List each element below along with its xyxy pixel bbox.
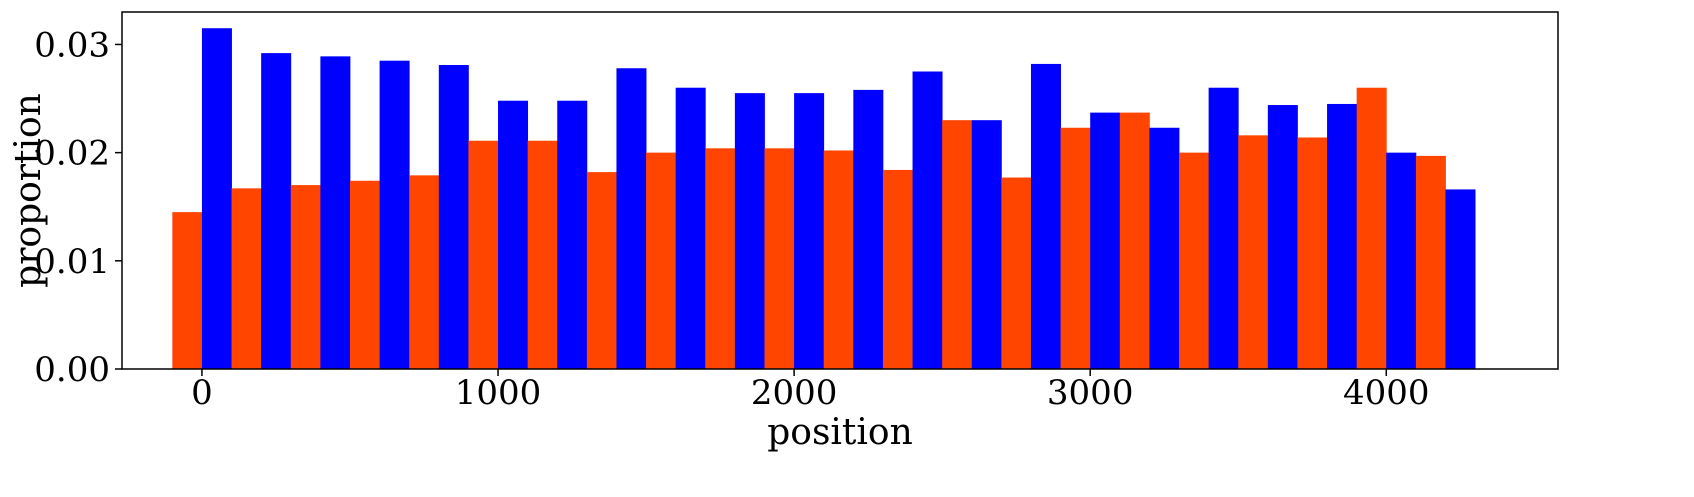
bar-series2-bin15 <box>1030 63 1061 369</box>
bar-series1-bin15 <box>1001 177 1032 369</box>
y-tick-label: 0.00 <box>34 350 110 390</box>
bar-series2-bin21 <box>1386 152 1417 369</box>
bar-series1-bin3 <box>290 185 321 369</box>
x-tick-label: 3000 <box>1047 373 1134 413</box>
y-tick-label: 0.01 <box>34 242 110 282</box>
plot-frame <box>121 11 1559 370</box>
x-axis-ticks: 0 1000 2000 3000 4000 <box>191 369 1430 413</box>
bar-series1-bin2 <box>231 188 262 369</box>
bar-series2-bin9 <box>675 87 706 370</box>
bar-series2-bin12 <box>853 89 884 370</box>
bar-series2-bin16 <box>1090 112 1121 369</box>
x-tick-label: 0 <box>191 373 213 413</box>
bar-series1-bin20 <box>1297 137 1328 369</box>
bar-series1-bin1 <box>172 212 203 369</box>
y-axis-label: proportion <box>8 93 49 288</box>
bar-series1-bin17 <box>1119 112 1150 369</box>
y-tick-label: 0.02 <box>34 134 110 174</box>
bar-series1-bin13 <box>882 169 913 369</box>
bar-series2-bin7 <box>557 100 588 369</box>
bar-series2-bin6 <box>498 100 529 369</box>
bar-series1-bin5 <box>409 175 440 369</box>
x-tick-label: 1000 <box>455 373 542 413</box>
x-axis-label: position <box>767 412 913 453</box>
bar-series2-bin10 <box>734 93 765 370</box>
bar-series2-bin2 <box>261 53 292 369</box>
bar-series1-bin21 <box>1356 87 1387 370</box>
bar-series2-bin19 <box>1267 105 1298 369</box>
bar-series2-bin20 <box>1327 103 1358 370</box>
bar-series1-bin7 <box>527 140 558 369</box>
bar-series2-bin3 <box>320 56 351 369</box>
y-tick-label: 0.03 <box>34 25 110 65</box>
bar-series2-bin5 <box>438 65 469 369</box>
bar-series2-bin18 <box>1208 87 1239 370</box>
x-tick-label: 4000 <box>1343 373 1430 413</box>
bar-series1-bin10 <box>705 148 736 369</box>
bars-layer <box>172 28 1476 370</box>
bar-series1-bin19 <box>1238 135 1269 369</box>
bar-series2-bin13 <box>912 71 943 369</box>
bar-series1-bin12 <box>823 150 854 369</box>
bar-series1-bin18 <box>1179 152 1210 369</box>
bar-series1-bin14 <box>942 120 973 369</box>
bar-series2-bin11 <box>794 93 825 370</box>
bar-series2-bin17 <box>1149 127 1180 369</box>
bar-series1-bin6 <box>468 140 499 369</box>
bar-series2-bin4 <box>379 60 410 369</box>
bar-series1-bin8 <box>586 172 617 369</box>
y-axis-ticks: 0.00 0.01 0.02 0.03 <box>34 25 122 390</box>
bar-series1-bin22 <box>1415 155 1446 369</box>
bar-series1-bin16 <box>1060 127 1091 369</box>
bar-series1-bin11 <box>764 148 795 369</box>
bar-series1-bin4 <box>349 180 380 369</box>
bar-series2-bin14 <box>971 120 1002 369</box>
bar-series1-bin9 <box>646 152 677 369</box>
bar-series2-bin1 <box>201 28 232 370</box>
x-tick-label: 2000 <box>751 373 838 413</box>
bar-series2-bin8 <box>616 68 647 369</box>
bar-series2-bin22 <box>1445 189 1476 369</box>
